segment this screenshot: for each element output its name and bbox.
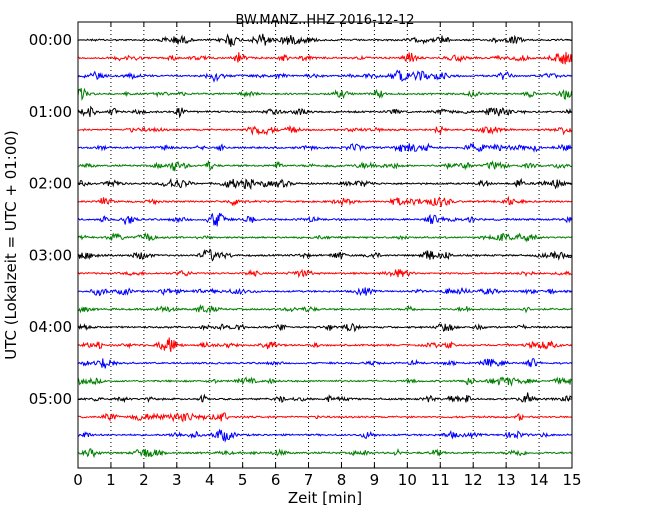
trace-row: [77, 69, 572, 83]
x-axis-label: Zeit [min]: [288, 489, 362, 507]
trace-row: [77, 231, 572, 243]
trace-row: [77, 212, 573, 227]
x-tick-label: 1: [106, 471, 116, 489]
trace-row: [77, 392, 572, 404]
trace-row: [77, 287, 573, 297]
trace-row: [77, 337, 572, 353]
trace-row: [77, 87, 573, 102]
x-tick-label: 13: [497, 471, 516, 489]
tick-layer: 0 1 2 3 4 5 6 7 8 9 10 11 12 13 14 1500:0001:0002:0003:…: [29, 22, 582, 489]
plot-frame: [77, 21, 573, 469]
x-tick-label: 7: [304, 471, 314, 489]
trace-row: [77, 412, 572, 423]
trace-row: [77, 124, 573, 136]
trace-row: [77, 195, 572, 207]
y-tick-label: 02:00: [29, 175, 72, 193]
x-tick-label: 12: [464, 471, 483, 489]
x-tick-label: 11: [431, 471, 450, 489]
trace-row: [77, 248, 573, 262]
trace-layer: [77, 33, 573, 459]
y-axis-label: UTC (Lokalzeit = UTC + 01:00): [2, 130, 20, 360]
trace-row: [77, 376, 573, 387]
x-tick-label: 8: [337, 471, 347, 489]
trace-row: [77, 142, 572, 153]
x-tick-label: 14: [530, 471, 549, 489]
x-tick-label: 3: [172, 471, 182, 489]
trace-row: [77, 105, 572, 119]
y-tick-label: 03:00: [29, 246, 72, 264]
grid-layer: [110, 22, 540, 468]
x-tick-label: 15: [562, 471, 581, 489]
chart-title: BW.MANZ..HHZ 2016-12-12: [235, 13, 414, 28]
trace-row: [77, 358, 573, 369]
y-tick-label: 00:00: [29, 31, 72, 49]
x-tick-label: 5: [238, 471, 248, 489]
x-tick-label: 2: [139, 471, 149, 489]
x-tick-label: 0: [73, 471, 83, 489]
trace-row: [77, 268, 572, 279]
x-tick-label: 4: [205, 471, 215, 489]
y-tick-label: 05:00: [29, 390, 72, 408]
trace-row: [77, 51, 573, 65]
x-tick-label: 6: [271, 471, 281, 489]
y-tick-label: 01:00: [29, 103, 72, 121]
trace-row: [77, 33, 572, 47]
trace-row: [77, 177, 572, 191]
trace-row: [77, 428, 572, 443]
trace-row: [77, 304, 572, 314]
trace-row: [77, 447, 572, 459]
x-tick-label: 10: [398, 471, 417, 489]
trace-row: [77, 322, 572, 333]
x-tick-label: 9: [370, 471, 380, 489]
trace-row: [77, 159, 572, 172]
y-tick-label: 04:00: [29, 318, 72, 336]
